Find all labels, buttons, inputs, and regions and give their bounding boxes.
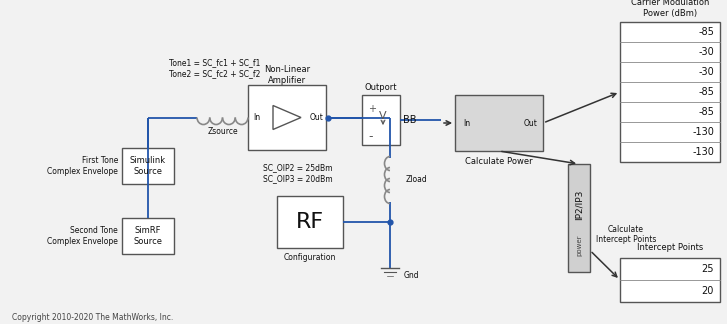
Text: RF: RF xyxy=(296,212,324,232)
Text: In: In xyxy=(254,113,260,122)
Text: -85: -85 xyxy=(698,87,714,97)
Text: Tone1 = SC_fc1 + SC_f1
Tone2 = SC_fc2 + SC_f2: Tone1 = SC_fc1 + SC_f1 Tone2 = SC_fc2 + … xyxy=(169,58,261,78)
Text: Simulink
Source: Simulink Source xyxy=(130,156,166,176)
Text: 20: 20 xyxy=(702,286,714,296)
Text: In: In xyxy=(463,119,470,128)
Text: BB: BB xyxy=(403,115,417,125)
Text: -85: -85 xyxy=(698,27,714,37)
Text: Non-Linear
Amplifier: Non-Linear Amplifier xyxy=(264,65,310,85)
Bar xyxy=(620,258,720,302)
Bar xyxy=(122,218,174,254)
Text: -: - xyxy=(368,131,372,144)
Bar xyxy=(620,22,720,162)
Text: Zsource: Zsource xyxy=(207,127,238,136)
Bar xyxy=(122,148,174,184)
Text: V: V xyxy=(379,111,387,121)
Text: Copyright 2010-2020 The MathWorks, Inc.: Copyright 2010-2020 The MathWorks, Inc. xyxy=(12,314,173,322)
Text: First Tone
Complex Envelope: First Tone Complex Envelope xyxy=(47,156,118,176)
Text: -130: -130 xyxy=(692,127,714,137)
Text: -30: -30 xyxy=(698,67,714,77)
Text: 25: 25 xyxy=(702,264,714,274)
Text: Out: Out xyxy=(310,113,324,122)
Text: Carrier Modulation
Power (dBm): Carrier Modulation Power (dBm) xyxy=(631,0,709,18)
Text: Intercept Points: Intercept Points xyxy=(637,244,703,252)
Bar xyxy=(248,85,326,150)
Bar xyxy=(568,164,590,272)
Text: -130: -130 xyxy=(692,147,714,157)
Text: power: power xyxy=(576,234,582,256)
Text: -30: -30 xyxy=(698,47,714,57)
Text: Configuration: Configuration xyxy=(284,253,336,262)
Text: Calculate
Intercept Points: Calculate Intercept Points xyxy=(596,225,656,244)
Text: Outport: Outport xyxy=(365,83,397,91)
Bar xyxy=(277,196,343,248)
Bar xyxy=(455,95,543,151)
Text: Gnd: Gnd xyxy=(404,272,419,281)
Text: IP2/IP3: IP2/IP3 xyxy=(574,190,584,220)
Text: Zload: Zload xyxy=(406,176,427,184)
Text: Second Tone
Complex Envelope: Second Tone Complex Envelope xyxy=(47,226,118,246)
Text: +: + xyxy=(368,104,376,114)
Text: SC_OIP2 = 25dBm
SC_OIP3 = 20dBm: SC_OIP2 = 25dBm SC_OIP3 = 20dBm xyxy=(263,163,333,183)
Text: Calculate Power: Calculate Power xyxy=(465,156,533,166)
Bar xyxy=(362,95,400,145)
Text: Out: Out xyxy=(524,119,538,128)
Text: SimRF
Source: SimRF Source xyxy=(134,226,163,246)
Text: -85: -85 xyxy=(698,107,714,117)
